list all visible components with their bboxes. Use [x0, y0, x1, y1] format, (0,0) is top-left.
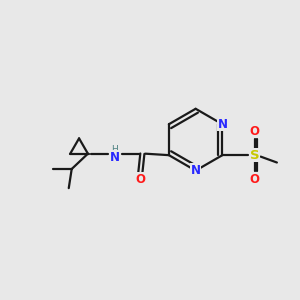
- Text: N: N: [190, 164, 201, 177]
- Text: S: S: [250, 149, 260, 162]
- Text: O: O: [250, 173, 260, 186]
- Text: H: H: [111, 145, 118, 154]
- Text: N: N: [218, 118, 227, 131]
- Text: N: N: [110, 151, 119, 164]
- Text: O: O: [250, 124, 260, 137]
- Text: O: O: [135, 173, 145, 186]
